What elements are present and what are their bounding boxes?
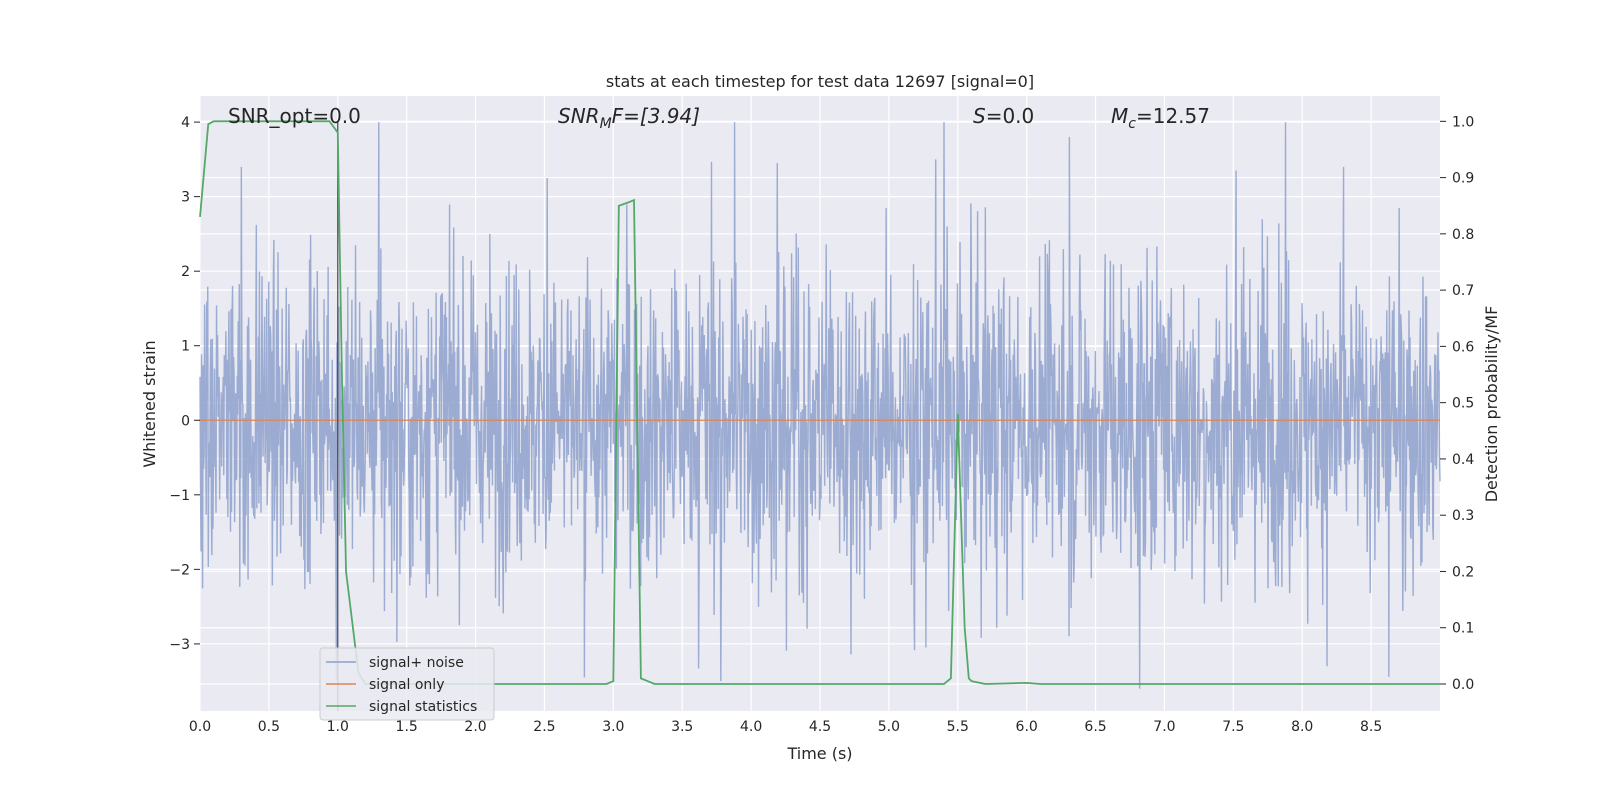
x-tick-label: 3.0 [602,719,624,735]
y-right-tick-label: 0.0 [1452,677,1474,693]
annotation-s: S=0.0 [973,104,1034,128]
y-left-tick-label: −2 [169,562,190,578]
y-right-tick-label: 0.4 [1452,452,1474,468]
x-tick-label: 0.5 [258,719,280,735]
legend-label-signal-statistics: signal statistics [369,699,477,715]
y-right-tick-label: 0.1 [1452,621,1474,637]
y-left-tick-label: 3 [181,190,190,206]
legend-box [319,647,495,721]
y-left-tick-label: 1 [181,339,190,355]
annotation-snr-mf: SNRMF=[3.94] [558,104,700,132]
y-left-tick-label: 4 [181,115,190,131]
y-left-tick-label: 0 [181,413,190,429]
y-left-tick-label: 2 [181,264,190,280]
x-tick-label: 1.0 [327,719,349,735]
ticks: 0.0 0.5 1.0 1.5 2.0 2.5 3.0 3.5 4.0 4.5 5.0 5.5 6.0 6… [169,114,1474,735]
y-right-tick-label: 0.6 [1452,339,1474,355]
y-right-tick-label: 0.8 [1452,227,1474,243]
legend-label-signal-noise: signal+ noise [369,655,464,671]
y-right-tick-label: 0.9 [1452,171,1474,187]
x-tick-label: 7.0 [1153,719,1175,735]
x-tick-label: 2.0 [464,719,486,735]
x-tick-label: 6.0 [1016,719,1038,735]
chart-marks [199,120,1441,711]
x-tick-label: 0.0 [189,719,211,735]
x-tick-label: 1.5 [396,719,418,735]
x-axis-label: Time (s) [786,744,852,763]
y-axis-label-right: Detection probability/MF [1482,306,1501,503]
y-axis-label-left: Whitened strain [140,340,159,467]
annotation-mc: Mc=12.57 [1111,104,1210,132]
y-right-tick-label: 0.7 [1452,283,1474,299]
series-signal-noise [199,122,1441,689]
x-tick-label: 2.5 [533,719,555,735]
y-left-tick-label: −3 [169,637,190,653]
y-left-tick-label: −1 [169,488,190,504]
legend: signal+ noise signal only signal statist… [319,647,495,721]
x-tick-label: 7.5 [1222,719,1244,735]
y-right-tick-label: 1.0 [1452,114,1474,130]
legend-label-signal-only: signal only [369,677,444,693]
x-tick-label: 8.0 [1291,719,1313,735]
x-tick-label: 6.5 [1084,719,1106,735]
x-tick-label: 5.5 [947,719,969,735]
chart-title: stats at each timestep for test data 126… [606,72,1034,91]
x-tick-label: 4.0 [740,719,762,735]
series-signal-statistics [199,120,1440,685]
y-right-tick-label: 0.3 [1452,508,1474,524]
x-tick-label: 5.0 [878,719,900,735]
y-right-tick-label: 0.2 [1452,564,1474,580]
y-right-tick-label: 0.5 [1452,396,1474,412]
x-tick-label: 3.5 [671,719,693,735]
x-tick-label: 4.5 [809,719,831,735]
annotation-snr-opt: SNR_opt=0.0 [228,104,361,128]
x-tick-label: 8.5 [1360,719,1382,735]
